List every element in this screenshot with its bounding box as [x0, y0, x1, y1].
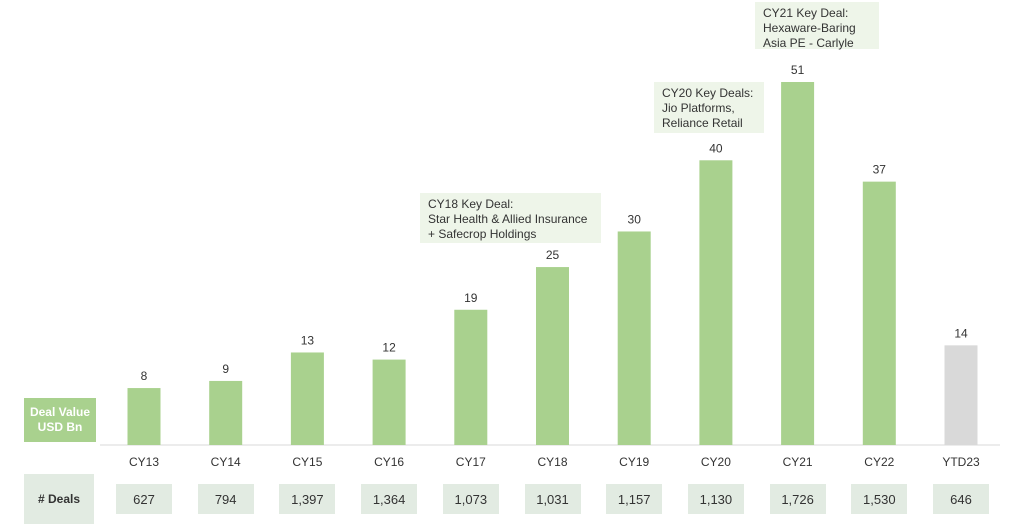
deals-cell-cy21: 1,726	[769, 484, 826, 514]
deals-cell-cy13: 627	[116, 484, 172, 514]
deals-cell-cy14: 794	[197, 484, 254, 514]
bar-cy18	[536, 267, 569, 445]
callout-line: Reliance Retail	[662, 116, 743, 130]
category-label-cy16: CY16	[374, 455, 404, 469]
legend-line-1: Deal Value	[29, 405, 91, 419]
callout-line: + Safecrop Holdings	[428, 227, 537, 241]
value-label-cy15: 13	[301, 333, 315, 347]
deals-cell-cy17: 1,073	[442, 484, 499, 514]
bar-cy17	[454, 309, 488, 445]
value-label-cy13: 8	[141, 369, 148, 383]
cy21-key-deal-callout: CY21 Key Deal: Hexaware-Baring Asia PE -…	[755, 2, 879, 50]
bar-cy21	[781, 82, 815, 445]
callout-line: CY21 Key Deal:	[763, 6, 849, 20]
category-label-cy20: CY20	[701, 455, 731, 469]
deals-cell-cy15: 1,397	[279, 484, 336, 514]
category-label-cy22: CY22	[864, 455, 894, 469]
bar-cy16	[372, 359, 406, 445]
category-label-cy21: CY21	[783, 455, 813, 469]
bar-cy19	[617, 231, 651, 445]
legend-line-2: USD Bn	[37, 420, 83, 434]
value-label-cy19: 30	[628, 212, 642, 226]
callout-line: Hexaware-Baring	[763, 21, 856, 35]
value-label-cy21: 51	[791, 63, 805, 77]
callout-line: Asia PE - Carlyle	[763, 36, 854, 50]
bar-cy22	[862, 181, 896, 445]
category-label-cy15: CY15	[292, 455, 322, 469]
value-label-cy20: 40	[709, 141, 723, 155]
value-label-cy14: 9	[222, 362, 229, 376]
deals-cell-cy19: 1,157	[606, 484, 663, 514]
bar-cy13	[127, 388, 161, 445]
bar-cy15	[290, 352, 324, 445]
deals-cell-ytd23: 646	[933, 484, 989, 514]
deals-cell-cy18: 1,031	[524, 484, 581, 514]
value-label-cy18: 25	[546, 248, 560, 262]
callout-line: Star Health & Allied Insurance	[428, 212, 588, 226]
bar-cy14	[209, 380, 243, 445]
value-label-cy17: 19	[464, 291, 478, 305]
bar-cy20	[699, 160, 733, 445]
cy18-key-deal-callout: CY18 Key Deal: Star Health & Allied Insu…	[420, 193, 601, 243]
value-label-cy22: 37	[873, 163, 887, 177]
category-label-cy18: CY18	[537, 455, 567, 469]
value-label-ytd23: 14	[954, 326, 968, 340]
callout-line: CY20 Key Deals:	[662, 86, 754, 100]
value-label-cy16: 12	[382, 341, 396, 355]
callout-line: CY18 Key Deal:	[428, 197, 514, 211]
category-label-cy13: CY13	[129, 455, 159, 469]
deals-cell-cy20: 1,130	[687, 484, 744, 514]
category-label-cy19: CY19	[619, 455, 649, 469]
bar-ytd23	[944, 345, 978, 445]
callout-line: Jio Platforms,	[662, 101, 735, 115]
deals-cell-cy22: 1,530	[851, 484, 908, 514]
deals-cell-cy16: 1,364	[361, 484, 418, 514]
category-label-cy14: CY14	[211, 455, 241, 469]
cy20-key-deals-callout: CY20 Key Deals: Jio Platforms, Reliance …	[654, 82, 764, 133]
category-label-ytd23: YTD23	[942, 455, 980, 469]
deal-value-legend-box: Deal Value USD Bn	[24, 398, 96, 442]
category-label-cy17: CY17	[456, 455, 486, 469]
deals-row-label: # Deals	[24, 474, 94, 524]
